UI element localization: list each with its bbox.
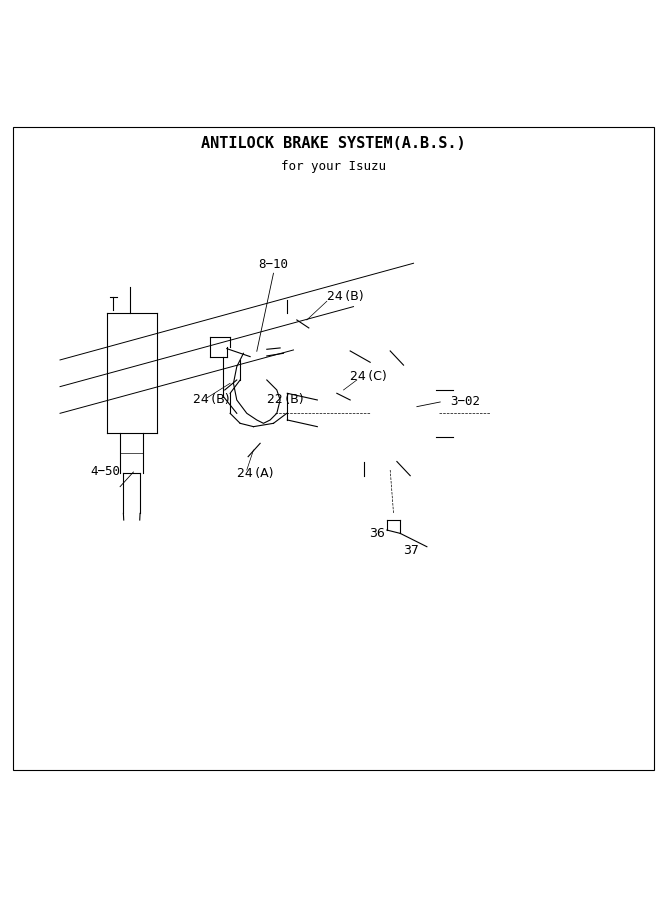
Text: 3−02: 3−02 <box>450 395 480 408</box>
Bar <box>250 349 267 361</box>
Text: 24 (B): 24 (B) <box>327 290 364 303</box>
Text: ANTILOCK BRAKE SYSTEM(A.B.S.): ANTILOCK BRAKE SYSTEM(A.B.S.) <box>201 136 466 150</box>
Bar <box>77 464 133 480</box>
Text: 8−10: 8−10 <box>259 258 288 272</box>
Text: 36: 36 <box>369 526 385 540</box>
Bar <box>220 401 239 413</box>
Text: 4−50: 4−50 <box>90 465 120 478</box>
Text: 22 (B): 22 (B) <box>267 393 303 407</box>
Text: 24 (B): 24 (B) <box>193 393 230 407</box>
Bar <box>123 279 137 286</box>
Text: 24 (C): 24 (C) <box>350 370 387 383</box>
Text: 37: 37 <box>404 544 420 556</box>
Text: 24 (A): 24 (A) <box>237 467 273 480</box>
Text: for your Isuzu: for your Isuzu <box>281 160 386 173</box>
Bar <box>220 354 240 366</box>
Bar <box>247 256 300 274</box>
Bar <box>440 393 490 410</box>
